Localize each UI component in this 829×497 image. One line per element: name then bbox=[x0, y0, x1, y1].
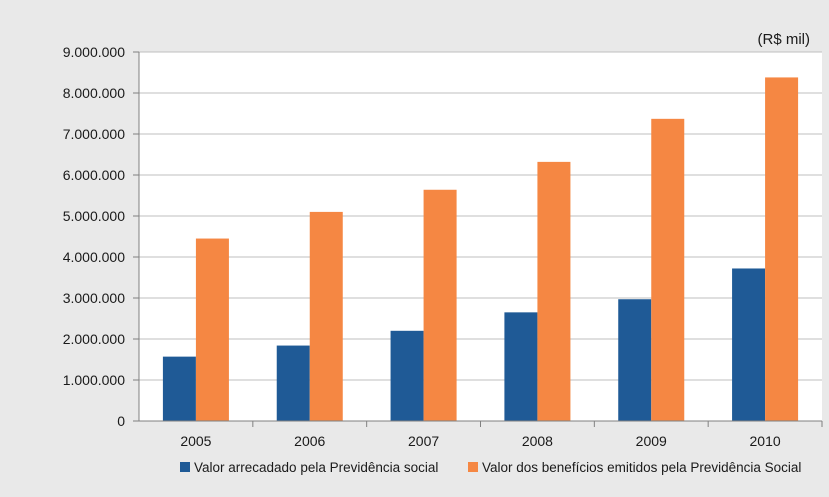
plot-area bbox=[139, 52, 822, 421]
bar-2007-series-1 bbox=[390, 330, 424, 421]
y-tick-label: 1.000.000 bbox=[63, 372, 125, 388]
bar-2009-series-1 bbox=[618, 299, 652, 421]
bars bbox=[162, 77, 799, 422]
bar-2006-series-1 bbox=[276, 345, 310, 421]
y-tick-label: 3.000.000 bbox=[63, 290, 125, 306]
y-axis: 0 1.000.000 2.000.000 3.000.000 4.000.000 5.0… bbox=[63, 44, 140, 429]
bar-2008-series-2 bbox=[537, 161, 571, 421]
bar-2010-series-2 bbox=[765, 77, 799, 422]
x-tick-label: 2007 bbox=[408, 433, 439, 449]
bar-2010-series-1 bbox=[732, 268, 766, 421]
y-tick-label: 0 bbox=[117, 413, 125, 429]
x-tick-label: 2005 bbox=[180, 433, 211, 449]
legend-swatch-series-2 bbox=[468, 462, 478, 472]
x-axis: 2005 2006 2007 2008 2009 2010 bbox=[139, 420, 823, 449]
y-tick-label: 9.000.000 bbox=[63, 44, 125, 60]
y-tick-label: 4.000.000 bbox=[63, 249, 125, 265]
y-tick-label: 8.000.000 bbox=[63, 85, 125, 101]
bar-2005-series-1 bbox=[162, 356, 196, 421]
unit-label: (R$ mil) bbox=[758, 31, 811, 48]
x-tick-label: 2010 bbox=[750, 433, 781, 449]
gridlines bbox=[139, 51, 822, 381]
legend-swatch-series-1 bbox=[180, 462, 190, 472]
bar-2006-series-2 bbox=[309, 211, 343, 421]
y-tick-label: 6.000.000 bbox=[63, 167, 125, 183]
bar-2007-series-2 bbox=[423, 189, 457, 421]
y-tick-label: 2.000.000 bbox=[63, 331, 125, 347]
bar-2005-series-2 bbox=[195, 238, 229, 421]
x-tick-label: 2009 bbox=[636, 433, 667, 449]
legend-label-series-2: Valor dos benefícios emitidos pela Previ… bbox=[482, 460, 801, 475]
legend: Valor arrecadado pela Previdência social… bbox=[180, 460, 801, 475]
bar-2009-series-2 bbox=[651, 118, 685, 421]
x-tick-label: 2006 bbox=[294, 433, 325, 449]
y-tick-label: 5.000.000 bbox=[63, 208, 125, 224]
x-tick-label: 2008 bbox=[522, 433, 553, 449]
legend-label-series-1: Valor arrecadado pela Previdência social bbox=[194, 460, 438, 475]
bar-2008-series-1 bbox=[504, 312, 538, 421]
y-tick-label: 7.000.000 bbox=[63, 126, 125, 142]
